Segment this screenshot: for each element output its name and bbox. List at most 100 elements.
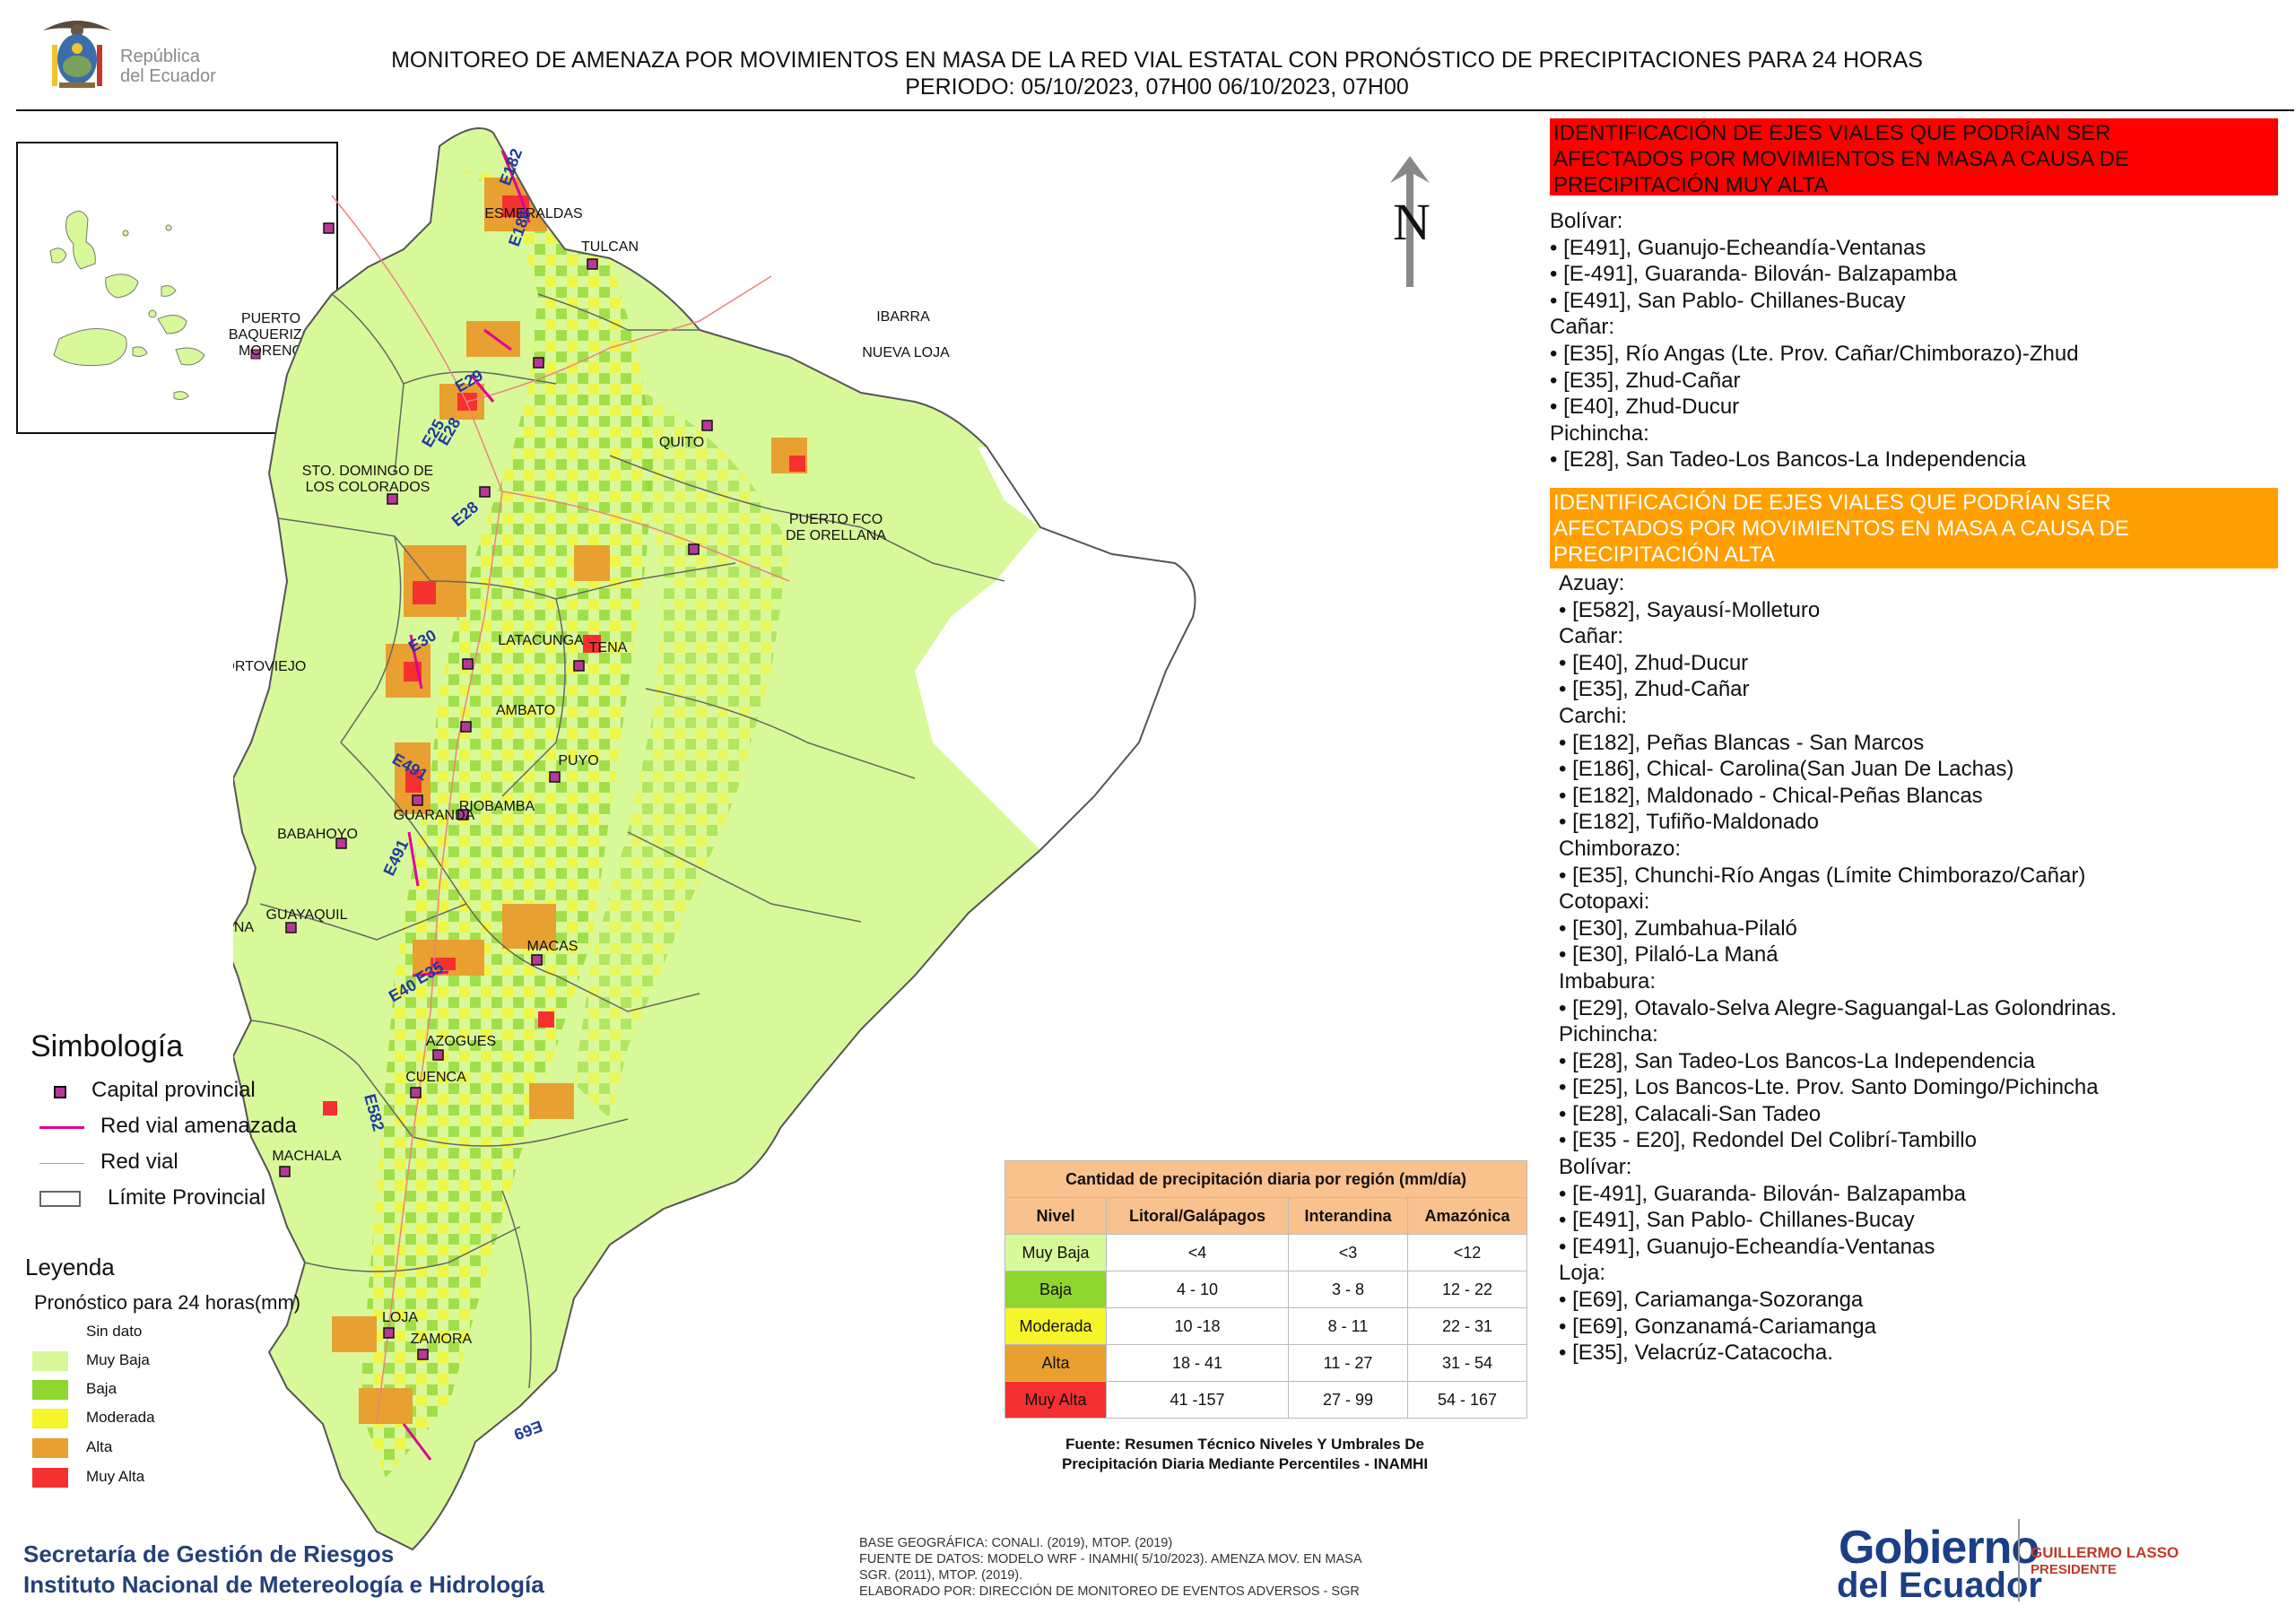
city-label: MACHALA: [272, 1149, 342, 1164]
capital-icon: [39, 1082, 74, 1100]
province-heading: Imbabura:: [1559, 968, 1657, 994]
road-label: E69: [512, 1417, 545, 1444]
table-header: Amazónica: [1407, 1197, 1527, 1235]
city-label: TULCAN: [581, 239, 639, 255]
road-item: • [E491], San Pablo- Chillanes-Bucay: [1559, 1208, 1915, 1233]
title-line1: MONITOREO DE AMENAZA POR MOVIMIENTOS EN …: [391, 48, 1923, 73]
table-cell: 8 - 11: [1288, 1307, 1408, 1345]
legend-label: Red vial amenazada: [100, 1114, 297, 1138]
table-cell: Muy Baja: [1004, 1234, 1107, 1271]
city-label: MACAS: [527, 939, 578, 954]
city-label: RIOBAMBA: [459, 799, 535, 814]
table-cell: 54 - 167: [1407, 1381, 1527, 1419]
road-item: • [E-491], Guaranda- Bilován- Balzapamba: [1550, 262, 1957, 287]
road-item: • [E29], Otavalo-Selva Alegre-Saguangal-…: [1559, 995, 2118, 1020]
city-label: ZAMORA: [411, 1332, 473, 1347]
road-item: • [E35], Zhud-Cañar: [1559, 677, 1750, 702]
table-row: Baja 4 - 10 3 - 8 12 - 22: [1004, 1271, 1527, 1308]
president-name: GUILLERMO LASSO: [2031, 1544, 2179, 1561]
road-item: • [E35], Zhud-Cañar: [1550, 368, 1741, 393]
province-heading: Cañar:: [1559, 624, 1624, 649]
province-heading: Azuay:: [1559, 571, 1625, 595]
table-header: Litoral/Galápagos: [1106, 1197, 1289, 1235]
table-cell: 12 - 22: [1407, 1271, 1527, 1308]
president-title: PRESIDENTE: [2031, 1562, 2117, 1577]
road-item: • [E491], San Pablo- Chillanes-Bucay: [1550, 288, 1906, 313]
city-label: ESMERALDAS: [484, 206, 582, 221]
city-label: GUARANDA: [394, 808, 475, 823]
header-divider: [16, 109, 2294, 111]
city-label: STO. DOMINGO DE: [302, 464, 433, 479]
city-label: AMBATO: [496, 703, 555, 718]
road-item: • [E30], Pilaló-La Maná: [1559, 942, 1779, 968]
province-heading: Pichincha:: [1559, 1022, 1658, 1047]
capital-markers: [279, 222, 713, 1360]
crest-line1: República: [120, 47, 200, 66]
crest-text: República del Ecuador: [120, 47, 216, 86]
road-item: • [E35], Chunchi-Río Angas (Límite Chimb…: [1559, 863, 2086, 888]
table-row: Moderada 10 -18 8 - 11 22 - 31: [1004, 1307, 1527, 1345]
province-heading: Cañar:: [1550, 315, 1615, 340]
road-item: • [E186], Chical- Carolina(San Juan De L…: [1559, 757, 2014, 782]
legend-capital: Capital provincial: [39, 1076, 256, 1105]
banner-line: PRECIPITACIÓN MUY ALTA: [1553, 173, 1829, 197]
leyenda-title: Leyenda: [25, 1254, 115, 1280]
road-icon: [39, 1154, 84, 1172]
legend-limite: Límite Provincial: [39, 1184, 265, 1212]
risk-alta-list: Azuay: • [E582], Sayausí-Molleturo Cañar: •…: [1559, 570, 2294, 1367]
title-line2: PERIODO: 05/10/2023, 07H00 06/10/2023, 0…: [905, 74, 1409, 100]
legend-red-vial: Red vial: [39, 1148, 178, 1176]
table-cell: 41 -157: [1106, 1381, 1289, 1419]
province-heading: Bolívar:: [1550, 209, 1623, 233]
city-label: GUAYAQUIL: [266, 907, 348, 923]
gobierno-logo-line2: del Ecuador: [1837, 1566, 2042, 1605]
table-header: Interandina: [1288, 1197, 1408, 1235]
road-item: • [E28], Calacali-San Tadeo: [1559, 1101, 1822, 1126]
road-item: • [E28], San Tadeo-Los Bancos-La Indepen…: [1559, 1048, 2036, 1073]
city-label: NUEVA LOJA: [862, 345, 950, 360]
road-item: • [E182], Tufiño-Maldonado: [1559, 810, 1819, 835]
red-vial-amenazada: [402, 150, 531, 1461]
city-label: CUENCA: [405, 1070, 466, 1085]
province-heading: Cotopaxi:: [1559, 890, 1650, 915]
banner-line: IDENTIFICACIÓN DE EJES VIALES QUE PODRÍA…: [1553, 121, 2111, 145]
city-label: PUYO: [558, 753, 598, 768]
legend-label: Límite Provincial: [108, 1185, 266, 1210]
province-heading: Loja:: [1559, 1261, 1606, 1286]
base-geografica: BASE GEOGRÁFICA: CONALI. (2019), MTOP. (…: [859, 1535, 1362, 1600]
ecuador-crest-logo: [34, 13, 120, 99]
province-heading: Bolívar:: [1559, 1155, 1632, 1180]
risk-alta-banner: IDENTIFICACIÓN DE EJES VIALES QUE PODRÍA…: [1550, 488, 2278, 568]
road-item: • [E69], Cariamanga-Sozoranga: [1559, 1288, 1864, 1313]
legend-label: Alta: [86, 1438, 113, 1455]
city-label: PORTOVIEJO: [233, 659, 306, 674]
city-label: TENA: [589, 640, 628, 655]
province-heading: Chimborazo:: [1559, 836, 1682, 861]
province-heading: Carchi:: [1559, 703, 1628, 728]
city-labels: ESMERALDAS TULCAN NUEVA LOJA IBARRA STO.…: [233, 206, 950, 1347]
table-cell: Moderada: [1004, 1307, 1107, 1345]
table-cell: 11 - 27: [1288, 1344, 1408, 1382]
city-label: PUERTO FCO: [789, 512, 883, 527]
leyenda-subtitle: Pronóstico para 24 horas(mm): [34, 1291, 301, 1314]
legend-label: Sin dato: [86, 1323, 143, 1340]
org-line2: Instituto Nacional de Metereología e Hid…: [23, 1571, 544, 1598]
city-label: LOS COLORADOS: [306, 480, 430, 495]
city-label: BABAHOYO: [277, 827, 358, 842]
table-cell: 3 - 8: [1288, 1271, 1408, 1308]
base-line: ELABORADO POR: DIRECCIÓN DE MONITOREO DE…: [859, 1584, 1360, 1599]
table-header: Nivel: [1004, 1197, 1107, 1235]
table-cell: Muy Alta: [1004, 1381, 1107, 1419]
road-item: • [E35], Velacrúz-Catacocha.: [1559, 1341, 1833, 1366]
table-cell: 31 - 54: [1407, 1344, 1527, 1382]
banner-line: IDENTIFICACIÓN DE EJES VIALES QUE PODRÍA…: [1553, 490, 2111, 515]
table-row: Muy Alta 41 -157 27 - 99 54 - 167: [1004, 1381, 1527, 1419]
boundary-icon: [39, 1190, 81, 1207]
map-title: MONITOREO DE AMENAZA POR MOVIMIENTOS EN …: [269, 47, 2045, 100]
legend-muy-alta: Muy Alta: [32, 1467, 144, 1490]
legend-label: Capital provincial: [91, 1078, 256, 1102]
road-item: • [E30], Zumbahua-Pilaló: [1559, 916, 1797, 941]
legend-sin-dato: Sin dato: [32, 1322, 142, 1345]
city-label: QUITO: [659, 435, 704, 450]
road-item: • [E40], Zhud-Ducur: [1550, 395, 1740, 420]
